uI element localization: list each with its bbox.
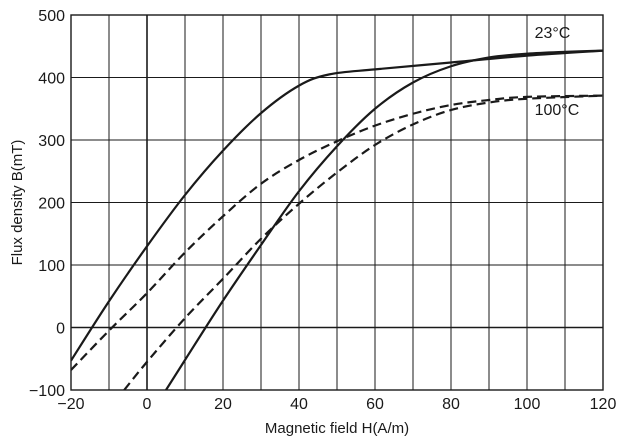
y-axis-title: Flux density B(mT) — [9, 140, 26, 266]
grid — [70, 14, 604, 391]
y-tick-label: 300 — [38, 133, 65, 150]
series-annotations: 23°C 100°C — [535, 25, 580, 119]
x-tick-label: 0 — [143, 396, 152, 413]
plot-frame — [70, 14, 604, 391]
plot-curves — [71, 49, 603, 390]
series-label: 23°C — [535, 25, 571, 42]
series-label: 100°C — [535, 102, 580, 119]
x-tick-label: −20 — [57, 396, 84, 413]
tick-labels: −20 0 20 40 60 80 100 120 −100 0 100 200 300 400 500 — [29, 8, 616, 413]
x-tick-label: 20 — [214, 396, 232, 413]
y-tick-label: 400 — [38, 71, 65, 88]
x-tick-label: 120 — [590, 396, 617, 413]
x-tick-label: 40 — [290, 396, 308, 413]
x-tick-label: 60 — [366, 396, 384, 413]
curve-23c-lower — [165, 49, 603, 390]
curve-100c-upper — [71, 94, 603, 371]
y-tick-label: 200 — [38, 196, 65, 213]
y-tick-label: −100 — [29, 383, 65, 400]
x-axis-title: Magnetic field H(A/m) — [265, 420, 409, 437]
y-tick-label: 100 — [38, 258, 65, 275]
y-tick-label: 0 — [56, 321, 65, 338]
x-tick-label: 100 — [514, 396, 541, 413]
y-tick-label: 500 — [38, 8, 65, 25]
x-tick-label: 80 — [442, 396, 460, 413]
